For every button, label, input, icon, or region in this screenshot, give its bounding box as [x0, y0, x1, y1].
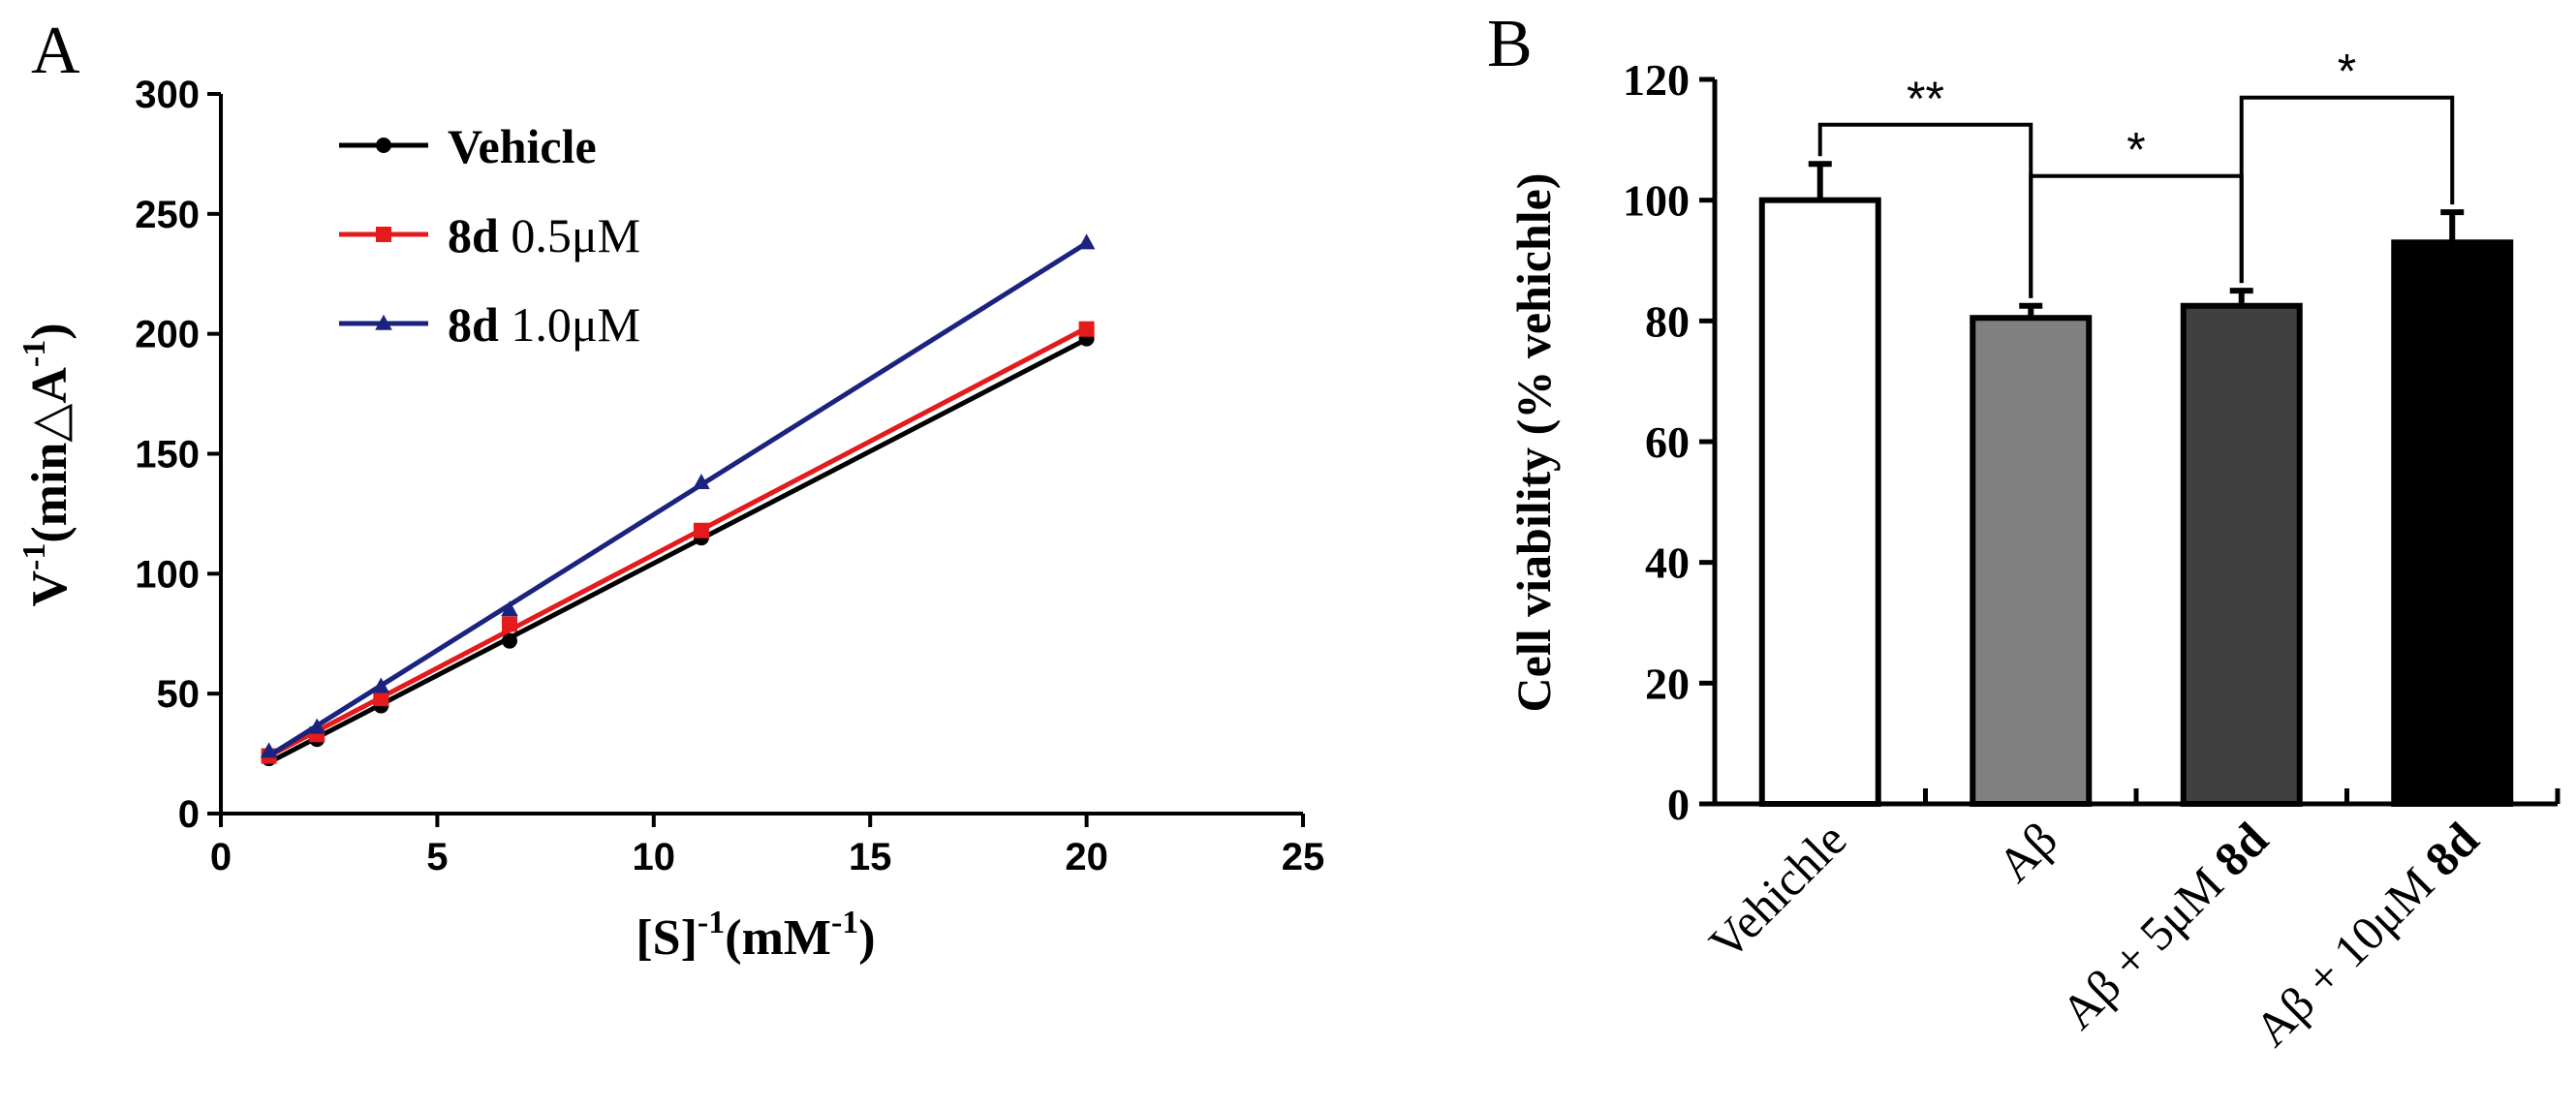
y-axis-label-a: V-1(min△A-1): [16, 323, 78, 606]
bracket-line: [2029, 173, 2244, 298]
bar-1: [1970, 315, 2093, 807]
data-point-s2-0: [260, 742, 278, 758]
x-tick-label-a: 0: [210, 836, 232, 878]
series-line-1: [267, 325, 1088, 758]
y-tick-label-a: 0: [178, 793, 200, 836]
legend-label: 8d 0.5μM: [448, 208, 640, 262]
legend-label: Vehicle: [448, 119, 597, 173]
data-point-s2-1: [308, 718, 326, 734]
x-axis-label-a: [S]-1(mM-1): [636, 905, 875, 966]
y-tick-label-b: 40: [1645, 539, 1690, 588]
x-tick-label-a: 25: [1282, 836, 1325, 878]
x-tick-label-a: 10: [633, 836, 676, 878]
legend-item-1: 8d 0.5μM: [339, 208, 640, 262]
significance-bracket-2: *: [2239, 45, 2455, 284]
y-tick-label-a: 100: [135, 553, 200, 596]
data-point-s2-2: [372, 677, 390, 693]
significance-label: **: [1907, 72, 1944, 126]
data-point-s2-5: [1077, 233, 1096, 250]
plot-area-a: [260, 233, 1096, 767]
y-tick-label-a: 50: [157, 673, 201, 716]
category-label-3: Aβ + 10μM 8d: [2244, 812, 2489, 1057]
y-tick-label-b: 0: [1667, 780, 1690, 829]
x-tick-label-a: 15: [849, 836, 892, 878]
panel-label-a: A: [31, 14, 80, 88]
x-tick-label-a: 20: [1065, 836, 1108, 878]
y-tick-label-a: 150: [135, 434, 200, 477]
y-tick-label-a: 300: [135, 74, 200, 116]
axes-a: 0 50 100 150 200 250 300 0 5 10 15 20 25: [135, 74, 1324, 878]
significance-bracket-1: *: [2029, 123, 2244, 298]
y-axis-label-b: Cell viability (% vehichle): [1506, 173, 1561, 713]
significance-label: *: [2126, 123, 2145, 177]
y-tick-label-b: 60: [1645, 417, 1690, 467]
data-point-s2-3: [501, 600, 518, 617]
category-label-2: Aβ + 5μM 8d: [2051, 812, 2279, 1039]
y-tick-label-a: 250: [135, 194, 200, 236]
panel-a: A V-1(min△A-1) [S]-1(mM-1) 0501001502002…: [16, 14, 1324, 966]
bracket-line: [2239, 95, 2455, 284]
legend-item-0: Vehicle: [339, 119, 597, 173]
y-tick-label-b: 120: [1623, 55, 1690, 105]
y-tick-label-b: 100: [1623, 176, 1690, 226]
y-tick-label-b: 20: [1645, 659, 1690, 708]
bar-2: [2180, 302, 2303, 807]
series-line-2: [267, 240, 1088, 758]
category-label-1: Aβ: [1987, 812, 2067, 892]
panel-label-b: B: [1487, 7, 1533, 81]
data-point-s1-3: [502, 616, 518, 632]
legend-a: Vehicle 8d 0.5μM 8d 1.0μM: [339, 119, 640, 352]
bar-3: [2391, 239, 2514, 808]
legend-marker: [375, 314, 392, 330]
y-tick-label-b: 80: [1645, 296, 1690, 346]
data-point-s0-3: [502, 632, 518, 649]
series-line-0: [267, 337, 1088, 765]
significance-label: *: [2338, 45, 2356, 99]
data-point-s1-4: [693, 522, 709, 539]
legend-marker: [376, 138, 391, 153]
y-tick-label-a: 200: [135, 314, 200, 356]
panel-b: B Cell viability (% vehichle) 0 20 40 60 80 1…: [1487, 7, 2560, 1057]
legend-item-2: 8d 1.0μM: [339, 297, 640, 352]
bar-0: [1758, 197, 1881, 807]
data-point-s1-2: [373, 691, 389, 707]
legend-marker: [376, 227, 391, 242]
data-point-s2-4: [693, 474, 710, 490]
legend-label: 8d 1.0μM: [448, 297, 640, 352]
x-tick-label-a: 5: [426, 836, 448, 878]
category-label-0: Vehichle: [1698, 812, 1856, 970]
data-point-s1-5: [1078, 321, 1095, 337]
